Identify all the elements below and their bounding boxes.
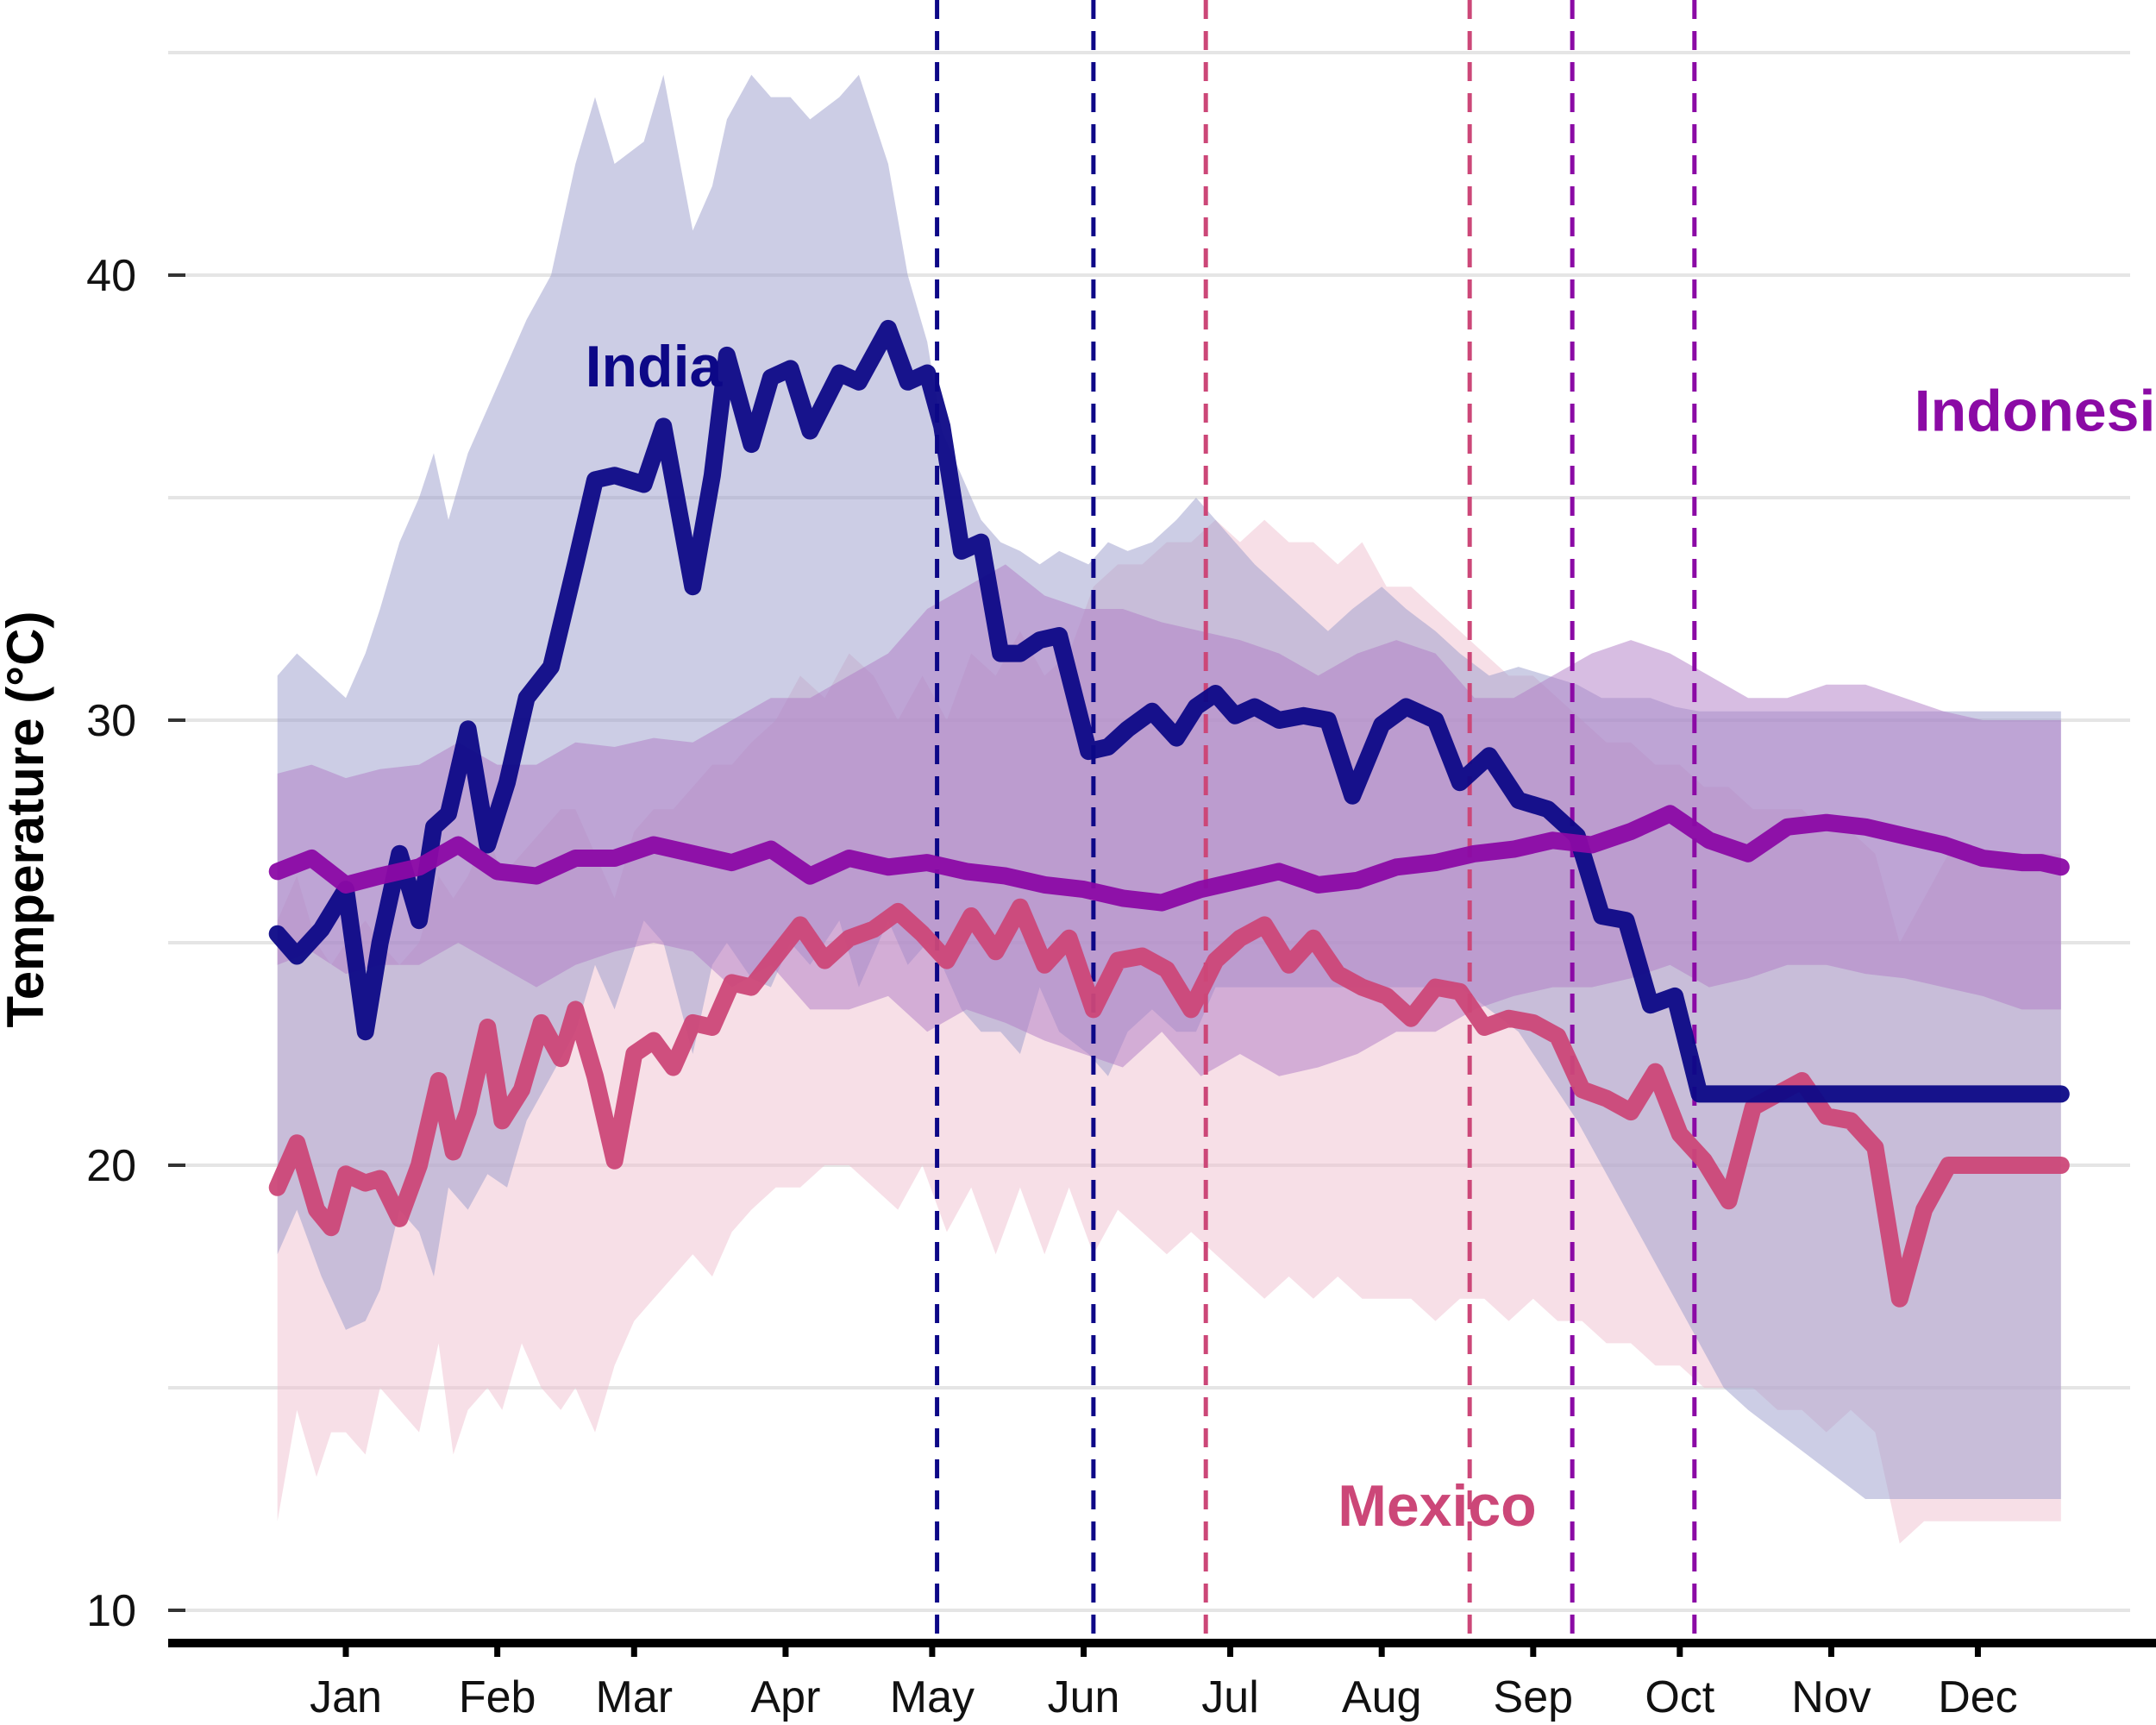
x-tick-label-sep: Sep — [1494, 1672, 1574, 1722]
line-india — [268, 319, 2070, 1103]
period-marker-lines — [935, 0, 1697, 1639]
x-tick-label-oct: Oct — [1645, 1672, 1714, 1722]
y-tick-label-10: 10 — [86, 1586, 136, 1636]
x-axis-ticks: Jan Feb Mar Apr May Jun Jul Aug Sep Oct Nov Dec — [310, 1643, 2018, 1722]
series-labels: India Indonesia Mexico — [586, 334, 2156, 1539]
x-tick-label-jul: Jul — [1201, 1672, 1258, 1722]
x-tick-label-jun: Jun — [1048, 1672, 1120, 1722]
series-label-mexico: Mexico — [1338, 1473, 1537, 1539]
x-tick-label-jan: Jan — [310, 1672, 382, 1722]
temperature-range-bands — [277, 74, 2061, 1544]
x-tick-label-mar: Mar — [596, 1672, 674, 1722]
series-lines — [268, 319, 2070, 1308]
band-indonesia — [277, 564, 2061, 1076]
series-label-india: India — [586, 334, 724, 399]
x-tick-label-apr: Apr — [750, 1672, 820, 1722]
line-indonesia — [268, 805, 2070, 912]
x-tick-label-feb: Feb — [459, 1672, 536, 1722]
y-tick-label-30: 30 — [86, 696, 136, 746]
y-axis-title: Temperature (°C) — [0, 612, 54, 1028]
y-axis-ticks: 10 20 30 40 — [86, 251, 185, 1636]
x-tick-label-nov: Nov — [1791, 1672, 1871, 1722]
x-tick-label-may: May — [890, 1672, 975, 1722]
x-tick-label-dec: Dec — [1938, 1672, 2017, 1722]
y-tick-label-40: 40 — [86, 251, 136, 301]
series-label-indonesia: Indonesia — [1915, 379, 2156, 444]
y-tick-label-20: 20 — [86, 1141, 136, 1191]
line-mexico — [268, 898, 2070, 1308]
x-tick-label-aug: Aug — [1342, 1672, 1422, 1722]
